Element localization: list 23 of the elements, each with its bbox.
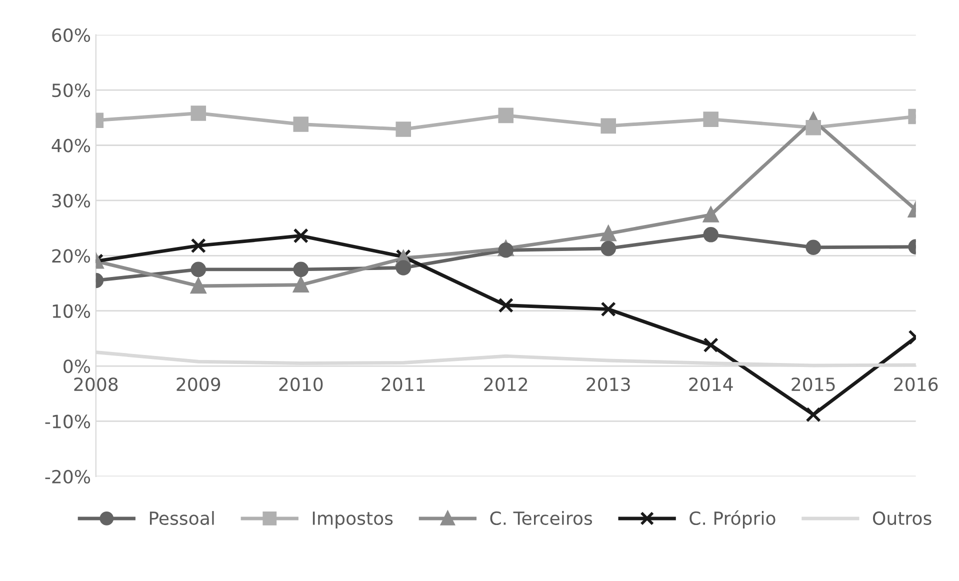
x-tick-label: 2012 — [484, 377, 528, 392]
y-tick-label: 40% — [52, 138, 90, 152]
x-tick-label: 2013 — [586, 377, 630, 392]
y-tick-label: 20% — [52, 249, 90, 263]
legend-label: Outros — [872, 511, 932, 526]
x-tick-label: 2011 — [382, 377, 425, 392]
x-tick-label: 2014 — [689, 377, 733, 392]
y-tick-label: 0% — [64, 359, 90, 374]
y-tick-label: -20% — [45, 470, 90, 484]
y-tick-label: 50% — [52, 84, 90, 98]
legend-label: C. Terceiros — [490, 511, 592, 526]
y-tick-label: 30% — [52, 194, 90, 208]
legend-label: C. Próprio — [690, 510, 776, 529]
x-tick-label: 2015 — [792, 377, 835, 392]
x-tick-label: 2008 — [74, 377, 118, 392]
x-tick-label: 2009 — [176, 377, 220, 392]
x-tick-label: 2010 — [279, 377, 323, 392]
y-tick-label: -10% — [45, 414, 90, 428]
y-tick-label: 60% — [52, 28, 90, 42]
legend-label: Impostos — [312, 512, 393, 529]
legend-label: Pessoal — [150, 511, 214, 526]
x-tick-label: 2016 — [894, 377, 938, 392]
y-tick-label: 10% — [52, 304, 90, 318]
